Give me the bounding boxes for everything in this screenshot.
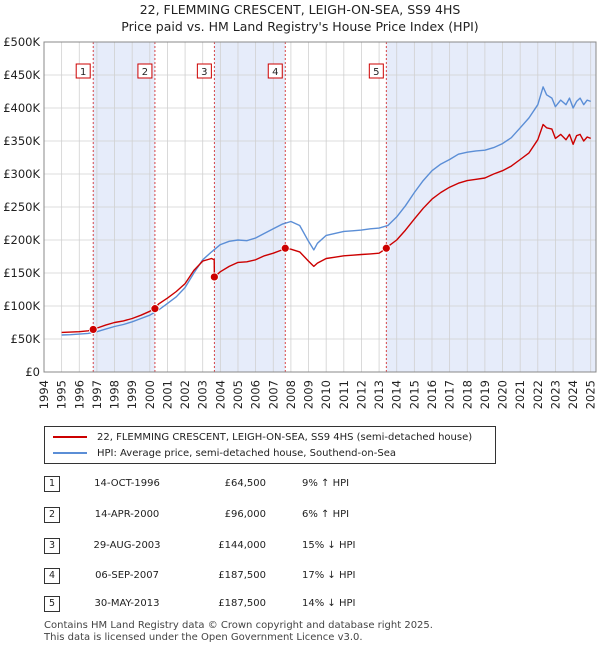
transaction-number: 1 bbox=[44, 476, 60, 492]
y-tick-label: £500K bbox=[3, 35, 40, 49]
x-tick-label: 1997 bbox=[90, 380, 104, 409]
x-tick-label: 1995 bbox=[55, 380, 69, 409]
y-tick-label: £250K bbox=[3, 200, 40, 214]
sale-label-number: 1 bbox=[80, 67, 86, 78]
transaction-price: £96,000 bbox=[224, 509, 266, 520]
plot-border bbox=[43, 41, 597, 373]
table-row: 3 29-AUG-2003 £144,000 15% ↓ HPI bbox=[44, 537, 464, 555]
x-tick-label: 2008 bbox=[284, 380, 298, 409]
sale-label-box bbox=[267, 63, 283, 79]
x-tick-label: 2010 bbox=[319, 380, 333, 409]
transaction-price: £144,000 bbox=[218, 540, 266, 551]
sale-point bbox=[88, 325, 98, 334]
sale-label-number: 4 bbox=[272, 67, 278, 78]
x-tick-label: 2001 bbox=[160, 380, 174, 409]
legend-swatch-property bbox=[53, 436, 87, 438]
transaction-number: 2 bbox=[44, 507, 60, 523]
transaction-number: 5 bbox=[44, 596, 60, 612]
y-tick-label: £300K bbox=[3, 167, 40, 181]
x-tick-label: 2007 bbox=[266, 380, 280, 409]
legend-item-hpi: HPI: Average price, semi-detached house,… bbox=[53, 446, 396, 460]
x-tick-label: 2006 bbox=[249, 380, 263, 409]
x-tick-label: 1998 bbox=[108, 380, 122, 409]
y-tick-label: £400K bbox=[3, 101, 40, 115]
x-tick-label: 2014 bbox=[390, 380, 404, 409]
transaction-price: £187,500 bbox=[218, 598, 266, 609]
transaction-number: 3 bbox=[44, 538, 60, 554]
legend-label-property: 22, FLEMMING CRESCENT, LEIGH-ON-SEA, SS9… bbox=[97, 431, 473, 443]
x-tick-label: 2023 bbox=[548, 380, 562, 409]
transaction-hpi-diff: 6% ↑ HPI bbox=[302, 509, 350, 520]
x-tick-label: 1994 bbox=[37, 380, 51, 409]
sale-label-box bbox=[75, 63, 91, 79]
y-tick-label: £200K bbox=[3, 233, 40, 247]
y-tick-label: £0 bbox=[25, 365, 40, 379]
y-tick-label: £50K bbox=[11, 332, 41, 346]
sale-label-box bbox=[137, 63, 153, 79]
y-tick-label: £100K bbox=[3, 299, 40, 313]
y-tick-label: £350K bbox=[3, 134, 40, 148]
transaction-price: £64,500 bbox=[224, 478, 266, 489]
x-tick-label: 2025 bbox=[584, 380, 598, 409]
legend-label-hpi: HPI: Average price, semi-detached house,… bbox=[97, 447, 396, 459]
x-tick-label: 2004 bbox=[213, 380, 227, 409]
transaction-price: £187,500 bbox=[218, 570, 266, 581]
transaction-date: 14-OCT-1996 bbox=[94, 478, 160, 489]
chart-title: 22, FLEMMING CRESCENT, LEIGH-ON-SEA, SS9… bbox=[139, 2, 461, 17]
transaction-date: 06-SEP-2007 bbox=[95, 570, 159, 581]
sale-point bbox=[280, 243, 290, 253]
sale-label-number: 3 bbox=[201, 67, 207, 78]
x-tick-label: 2005 bbox=[231, 380, 245, 409]
sale-label-box bbox=[368, 63, 384, 79]
transaction-hpi-diff: 17% ↓ HPI bbox=[302, 570, 356, 581]
transaction-date: 29-AUG-2003 bbox=[93, 540, 161, 551]
x-tick-label: 1996 bbox=[72, 380, 86, 409]
footer-copyright: Contains HM Land Registry data © Crown c… bbox=[44, 620, 433, 631]
transaction-date: 30-MAY-2013 bbox=[94, 598, 160, 609]
transaction-hpi-diff: 9% ↑ HPI bbox=[302, 478, 350, 489]
x-tick-label: 2002 bbox=[178, 380, 192, 409]
table-row: 1 14-OCT-1996 £64,500 9% ↑ HPI bbox=[44, 475, 464, 493]
sale-point bbox=[381, 243, 391, 253]
x-tick-label: 2019 bbox=[478, 380, 492, 409]
legend: 22, FLEMMING CRESCENT, LEIGH-ON-SEA, SS9… bbox=[44, 426, 496, 464]
legend-item-property: 22, FLEMMING CRESCENT, LEIGH-ON-SEA, SS9… bbox=[53, 430, 472, 444]
x-tick-label: 1999 bbox=[125, 380, 139, 409]
table-row: 5 30-MAY-2013 £187,500 14% ↓ HPI bbox=[44, 595, 464, 613]
sale-label-number: 2 bbox=[142, 67, 148, 78]
x-tick-label: 2015 bbox=[407, 380, 421, 409]
transaction-date: 14-APR-2000 bbox=[94, 509, 160, 520]
x-tick-label: 2016 bbox=[425, 380, 439, 409]
x-tick-label: 2009 bbox=[302, 380, 316, 409]
hpi-line bbox=[61, 86, 591, 336]
x-tick-label: 2021 bbox=[513, 380, 527, 409]
price-chart: 1 2 3 4 5 £0 £50K £100K £150K £200K £250K £300K £350… bbox=[3, 35, 598, 409]
x-tick-label: 2024 bbox=[566, 380, 580, 409]
x-tick-label: 2013 bbox=[372, 380, 386, 409]
sale-point bbox=[209, 272, 219, 282]
sale-label-number: 5 bbox=[373, 67, 379, 78]
table-row: 2 14-APR-2000 £96,000 6% ↑ HPI bbox=[44, 506, 464, 524]
x-tick-label: 2011 bbox=[337, 380, 351, 409]
footer-license: This data is licensed under the Open Gov… bbox=[44, 632, 363, 643]
x-tick-label: 2000 bbox=[143, 380, 157, 409]
legend-swatch-hpi bbox=[53, 452, 87, 454]
transaction-hpi-diff: 14% ↓ HPI bbox=[302, 598, 356, 609]
transaction-hpi-diff: 15% ↓ HPI bbox=[302, 540, 356, 551]
y-tick-label: £150K bbox=[3, 266, 40, 280]
y-tick-label: £450K bbox=[3, 68, 40, 82]
x-tick-label: 2022 bbox=[531, 380, 545, 409]
x-tick-label: 2020 bbox=[496, 380, 510, 409]
table-row: 4 06-SEP-2007 £187,500 17% ↓ HPI bbox=[44, 567, 464, 585]
x-tick-label: 2017 bbox=[443, 380, 457, 409]
x-tick-label: 2018 bbox=[460, 380, 474, 409]
sale-label-box bbox=[196, 63, 212, 79]
sale-point bbox=[150, 304, 160, 314]
x-tick-label: 2012 bbox=[354, 380, 368, 409]
transaction-number: 4 bbox=[44, 568, 60, 584]
x-tick-label: 2003 bbox=[196, 380, 210, 409]
chart-subtitle: Price paid vs. HM Land Registry's House … bbox=[121, 19, 479, 34]
